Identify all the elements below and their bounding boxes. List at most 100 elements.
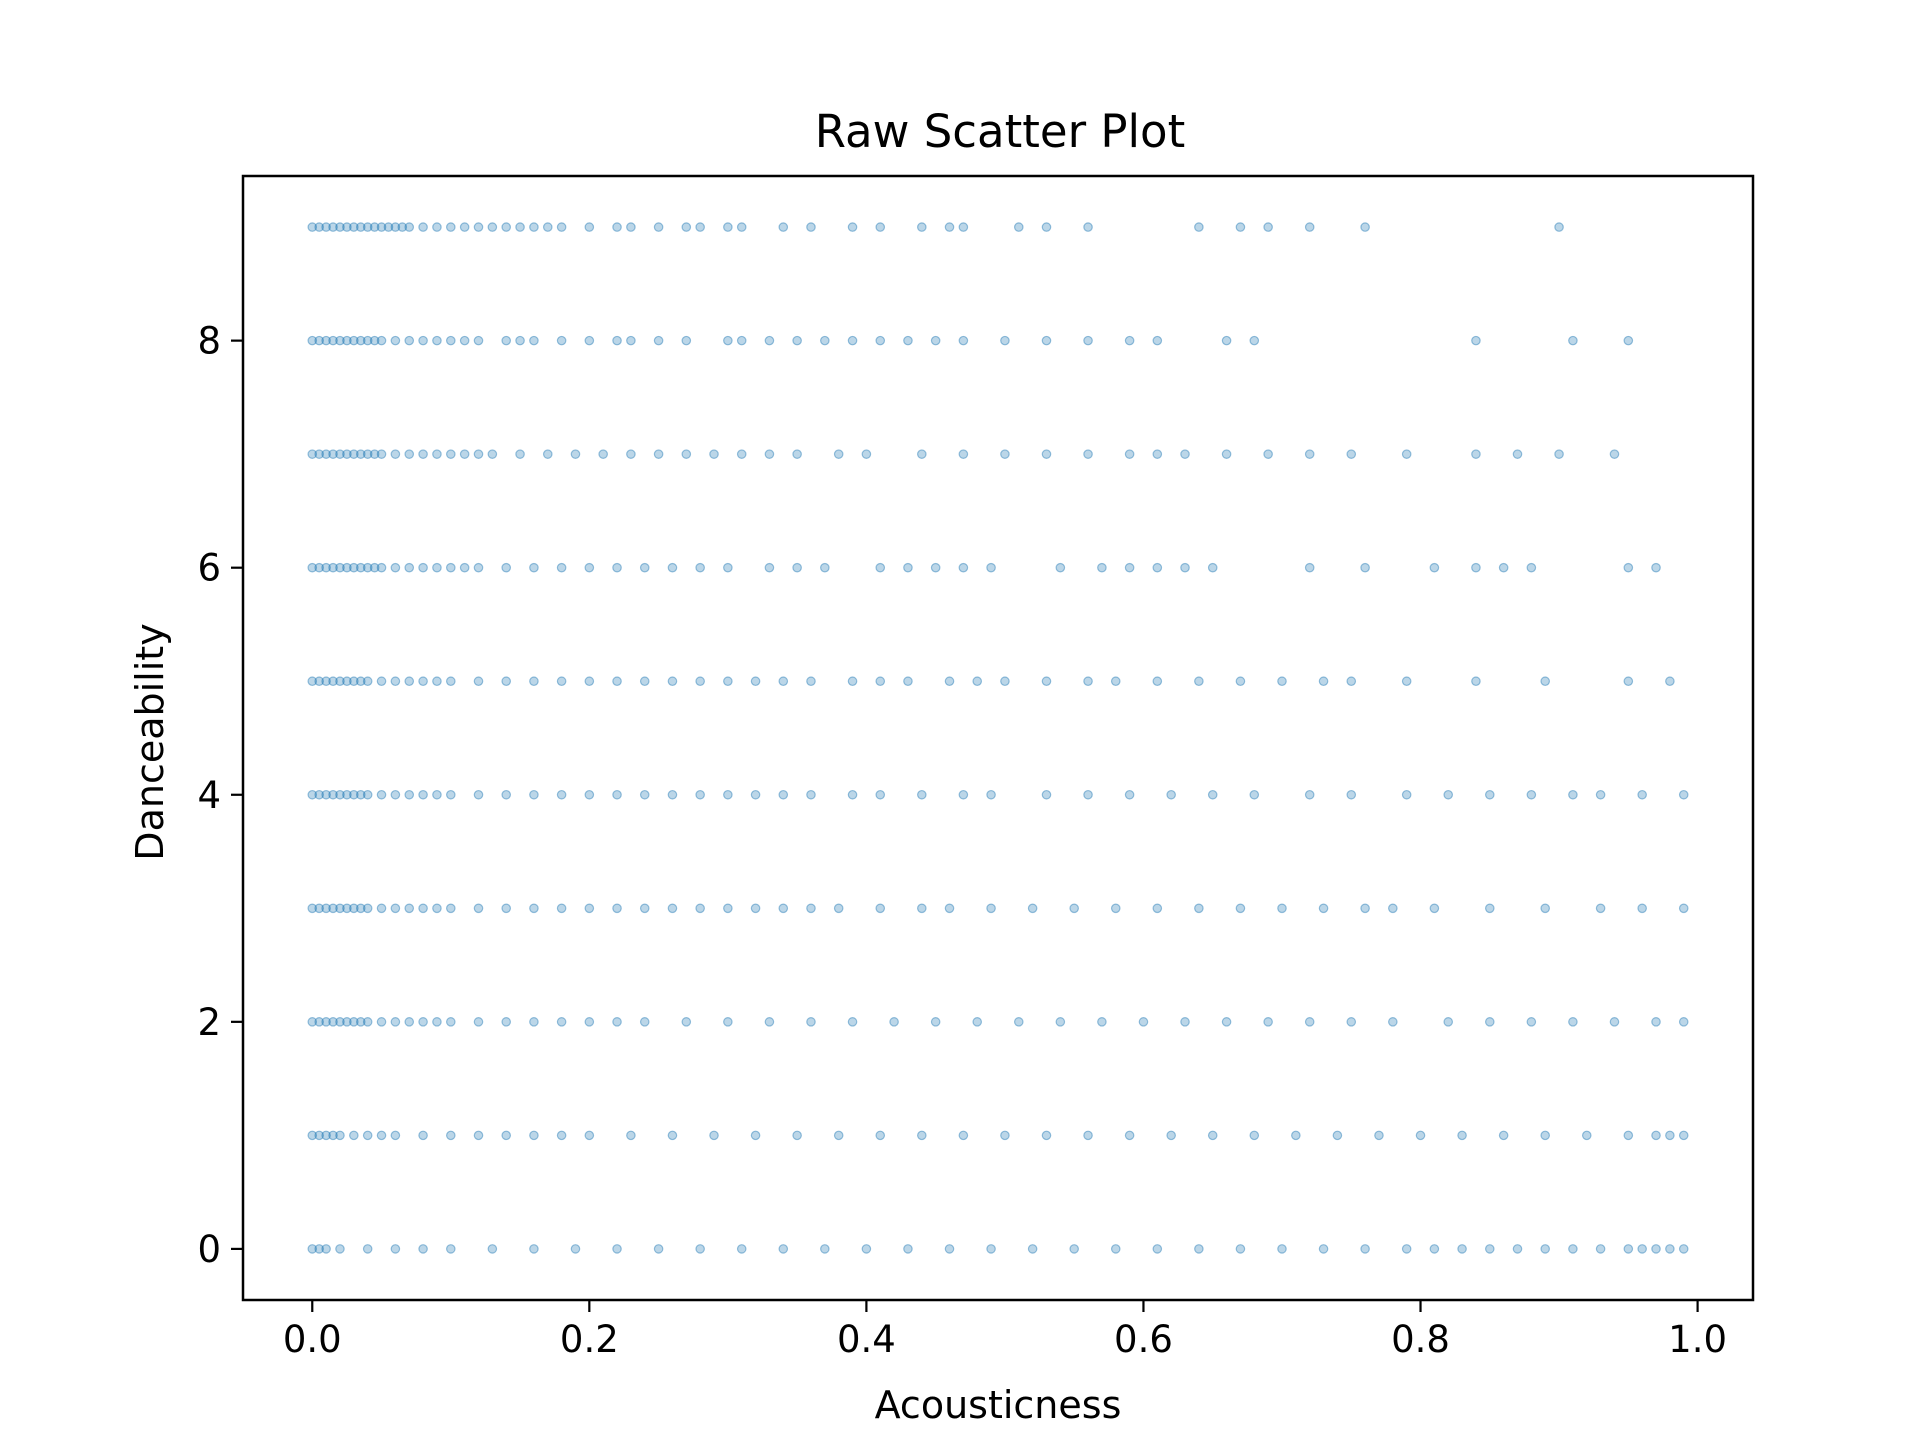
scatter-point [1554, 449, 1564, 459]
scatter-point [383, 222, 394, 232]
scatter-point [847, 676, 858, 687]
scatter-point [1651, 1017, 1661, 1027]
scatter-point [1083, 335, 1093, 346]
scatter-point [1263, 449, 1273, 459]
scatter-point [653, 449, 664, 459]
scatter-point [328, 676, 338, 687]
scatter-point [972, 676, 983, 687]
scatter-point [1540, 676, 1550, 687]
scatter-point [1221, 449, 1232, 459]
scatter-point [432, 1017, 442, 1027]
scatter-point [820, 1244, 830, 1254]
scatter-point [487, 222, 498, 232]
scatter-point [1609, 1017, 1620, 1027]
scatter-point [584, 335, 595, 346]
scatter-point [750, 1130, 761, 1141]
scatter-point [1637, 1244, 1647, 1254]
scatter-point [1360, 222, 1370, 232]
scatter-point [1124, 1130, 1135, 1141]
scatter-point [875, 222, 886, 232]
x-tick-label: 0.6 [1114, 1318, 1173, 1361]
scatter-point [695, 903, 705, 914]
scatter-point [321, 562, 331, 573]
scatter-point [432, 335, 442, 346]
scatter-point [1346, 789, 1357, 800]
scatter-point [1027, 1244, 1038, 1254]
scatter-point [390, 1017, 401, 1027]
scatter-point [1000, 449, 1010, 459]
scatter-point [1152, 676, 1163, 687]
scatter-point [529, 789, 539, 800]
scatter-point [1637, 903, 1647, 914]
scatter-point [335, 903, 345, 914]
scatter-point [349, 789, 359, 800]
scatter-point [1304, 789, 1315, 800]
scatter-point [584, 676, 595, 687]
scatter-point [1235, 676, 1246, 687]
scatter-point [362, 903, 373, 914]
scatter-point [1429, 1244, 1440, 1254]
scatter-point [1540, 903, 1550, 914]
scatter-point [1388, 903, 1398, 914]
scatter-point [917, 1130, 927, 1141]
scatter-point [1194, 1244, 1204, 1254]
scatter-point [1207, 789, 1218, 800]
scatter-point [376, 1130, 387, 1141]
scatter-point [861, 449, 872, 459]
scatter-point [1110, 903, 1121, 914]
scatter-point [1484, 1017, 1495, 1027]
scatter-point [515, 335, 525, 346]
scatter-point [418, 562, 428, 573]
scatter-point [723, 562, 733, 573]
scatter-point [1651, 1130, 1661, 1141]
scatter-point [1484, 1244, 1495, 1254]
scatter-point [1415, 1130, 1426, 1141]
scatter-point [404, 1017, 415, 1027]
scatter-point [806, 903, 816, 914]
scatter-point [723, 903, 733, 914]
scatter-point [806, 676, 816, 687]
scatter-point [321, 676, 331, 687]
scatter-point [432, 449, 442, 459]
scatter-point [432, 903, 442, 914]
scatter-point [958, 1130, 969, 1141]
scatter-point [445, 676, 456, 687]
scatter-point [778, 222, 789, 232]
scatter-point [944, 222, 955, 232]
scatter-point [342, 1017, 352, 1027]
scatter-point [418, 449, 428, 459]
x-axis-label: Acousticness [875, 1383, 1122, 1427]
scatter-point [958, 562, 969, 573]
scatter-point [792, 562, 802, 573]
scatter-point [750, 676, 761, 687]
scatter-point [529, 1130, 539, 1141]
scatter-point [1595, 1244, 1606, 1254]
scatter-point [432, 222, 442, 232]
scatter-point [362, 562, 373, 573]
scatter-point [861, 1244, 872, 1254]
scatter-point [1595, 903, 1606, 914]
scatter-point [404, 222, 415, 232]
scatter-point [875, 335, 886, 346]
scatter-point [736, 1244, 747, 1254]
scatter-point [1041, 335, 1052, 346]
scatter-point [1166, 789, 1176, 800]
scatter-point [667, 903, 678, 914]
scatter-point [695, 676, 705, 687]
scatter-point [723, 335, 733, 346]
scatter-point [1498, 1130, 1509, 1141]
scatter-point [1000, 676, 1010, 687]
scatter-point [515, 449, 525, 459]
scatter-point [355, 335, 366, 346]
scatter-point [445, 1244, 456, 1254]
scatter-point [1651, 562, 1661, 573]
scatter-point [445, 335, 456, 346]
x-tick-label: 1.0 [1668, 1318, 1727, 1361]
scatter-point [445, 789, 456, 800]
scatter-point [1512, 449, 1523, 459]
scatter-point [903, 335, 913, 346]
scatter-point [432, 562, 442, 573]
scatter-point [986, 1244, 996, 1254]
scatter-point [1013, 1017, 1024, 1027]
